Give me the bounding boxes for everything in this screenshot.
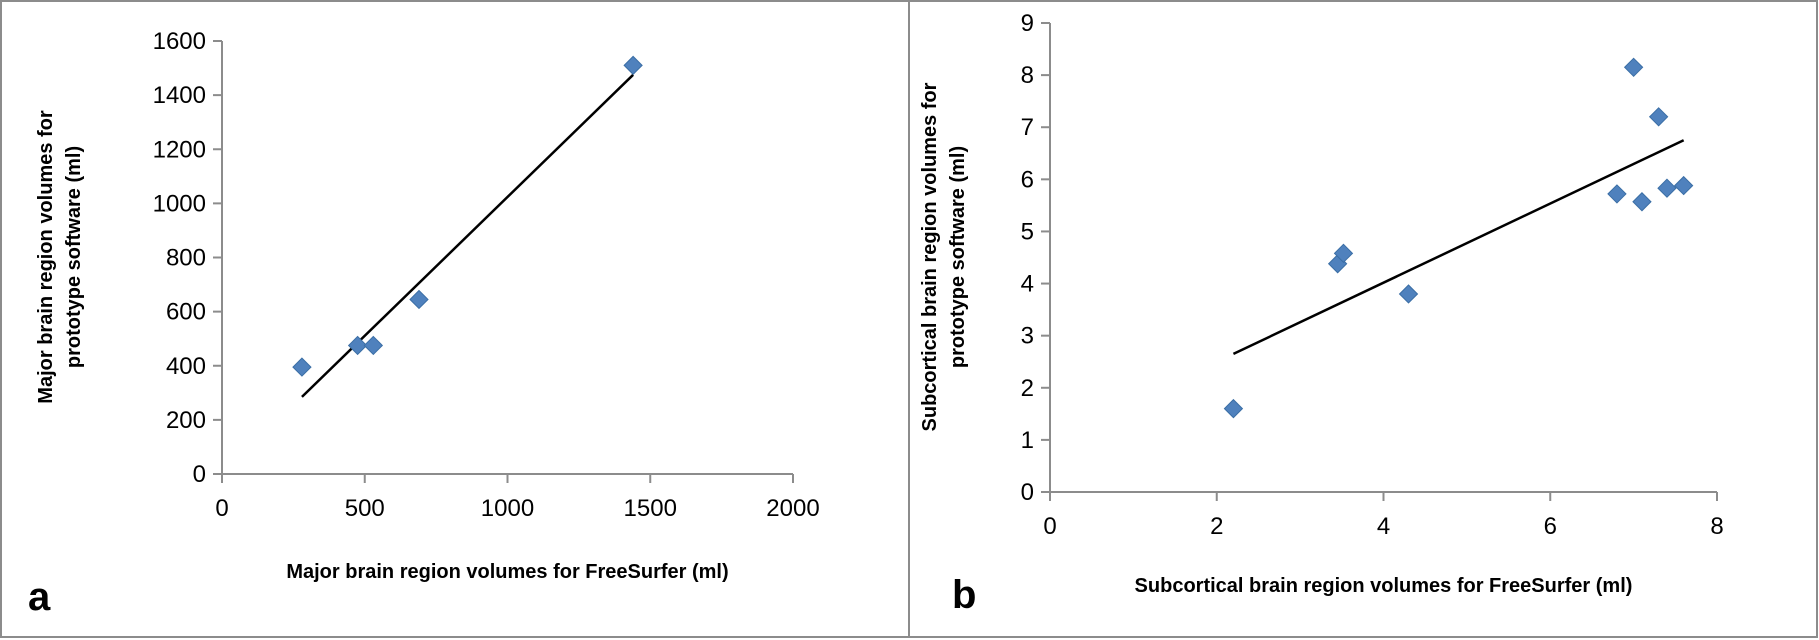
- panel-a-y-tick-label: 200: [166, 407, 206, 434]
- panel-b-x-axis-title: Subcortical brain region volumes for Fre…: [1135, 575, 1633, 597]
- panel-a-chart: 0 200 400 600 800 1000 1200 1400 1600 0 500 1000 150…: [28, 28, 820, 619]
- panel-b-y-tick-label: 5: [1021, 218, 1034, 245]
- panel-a-data-point: [363, 335, 384, 356]
- panel-b-chart: 0 1 2 3 4 5 6 7 8 9 0 2 4 6 8 Subcortical brain region …: [919, 10, 1724, 617]
- panel-b-x-tick-label: 2: [1210, 513, 1223, 540]
- panel-a-data-point: [409, 289, 429, 310]
- panel-b-x-tick-label: 6: [1544, 513, 1557, 540]
- panel-a-y-tick-label: 1200: [153, 136, 206, 163]
- panel-a-y-axis-title-line: Major brain region volumes for: [35, 110, 57, 404]
- panel-a-border: [0, 0, 910, 638]
- panel-b-y-tick-label: 6: [1021, 166, 1034, 193]
- panel-b-x-tick-label: 4: [1377, 513, 1390, 540]
- panel-b-y-tick-label: 7: [1021, 114, 1034, 141]
- panel-b-border: [908, 0, 1818, 638]
- panel-a-y-tick-label: 1600: [153, 28, 206, 55]
- panel-b-panel-letter: b: [952, 573, 976, 617]
- panel-b-y-tick-label: 2: [1021, 375, 1034, 402]
- panel-a-x-tick-label: 1000: [481, 495, 534, 522]
- panel-b-data-point: [1398, 284, 1419, 304]
- panel-b-data-point: [1673, 175, 1694, 196]
- panel-a-x-tick-label: 1500: [624, 495, 677, 522]
- panel-a-x-tick-label: 0: [215, 495, 228, 522]
- panel-b-data-point: [1607, 184, 1627, 204]
- panel-a-x-tick-label: 2000: [766, 495, 819, 522]
- panel-a-data-point: [623, 55, 643, 76]
- panel-b-y-tick-label: 8: [1021, 62, 1034, 89]
- panel-b-data-point: [1333, 243, 1354, 264]
- panel-b-y-tick-label: 3: [1021, 323, 1034, 350]
- panel-b-data-point: [1657, 178, 1677, 198]
- panel-b-y-tick-label: 4: [1021, 271, 1034, 298]
- panel-a-y-tick-label: 1400: [153, 82, 206, 109]
- panel-b-y-tick-label: 9: [1021, 10, 1034, 37]
- panel-a-x-axis-title: Major brain region volumes for FreeSurfe…: [286, 561, 728, 583]
- panel-a-data-point: [347, 335, 368, 356]
- panel-b-data-point: [1223, 398, 1244, 419]
- panel-b-y-axis-title-line: Subcortical brain region volumes for: [919, 82, 941, 431]
- panel-b-data-point: [1623, 57, 1644, 78]
- panel-a-y-tick-label: 600: [166, 299, 206, 326]
- panel-b-x-tick-label: 0: [1043, 513, 1056, 540]
- panel-a-y-tick-label: 1000: [153, 190, 206, 217]
- panel-a-y-tick-label: 0: [193, 461, 206, 488]
- panel-a-y-tick-label: 800: [166, 245, 206, 272]
- panel-b-y-tick-label: 0: [1021, 479, 1034, 506]
- panel-b-x-tick-label: 8: [1710, 513, 1723, 540]
- panel-b-trendline: [1232, 139, 1685, 356]
- panel-b-data-point: [1648, 107, 1669, 127]
- panel-b-data-point: [1632, 192, 1652, 212]
- panel-b-y-tick-label: 1: [1021, 427, 1034, 454]
- panel-a-y-tick-label: 400: [166, 353, 206, 380]
- panel-a-x-tick-label: 500: [345, 495, 385, 522]
- panel-a-data-point: [292, 357, 312, 377]
- panel-a-y-axis-title-line: prototype software (ml): [63, 146, 85, 368]
- panel-b-y-axis-title-line: prototype software (ml): [947, 146, 969, 368]
- panel-a-panel-letter: a: [28, 575, 51, 619]
